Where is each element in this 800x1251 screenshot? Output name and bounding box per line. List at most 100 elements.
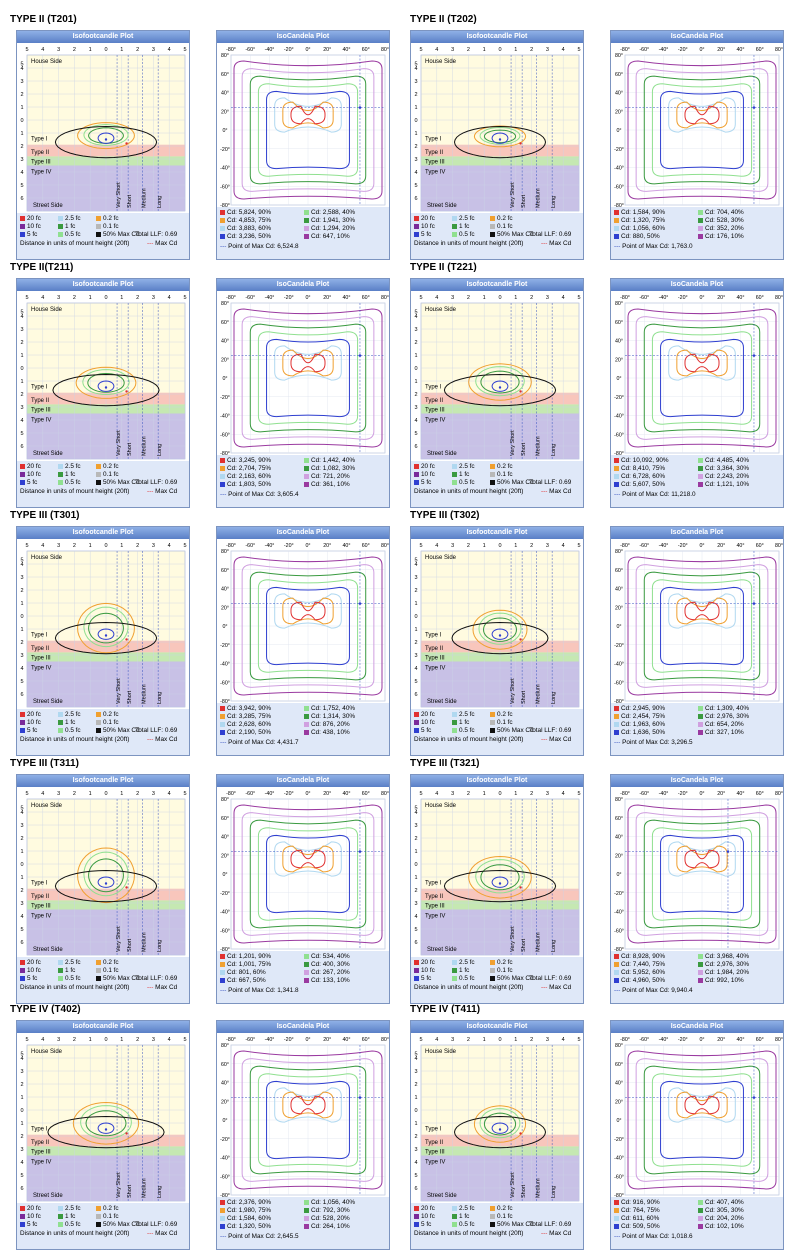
max-cd-dash: ---: [220, 739, 229, 746]
cd-legend-item: Cd: 204, 20%: [698, 1215, 744, 1222]
cd-y-tick: 60°: [221, 72, 229, 78]
iso-y-tick: 2: [20, 888, 23, 894]
street-side-label: Street Side: [427, 203, 457, 209]
iso-x-tick: 5: [183, 791, 186, 797]
iso-x-tick: 1: [514, 543, 517, 549]
max-cd-point: [125, 142, 128, 145]
legend-label: Cd: 3,942, 90%: [227, 705, 272, 712]
cd-legend-item: Cd: 2,588, 40%: [304, 209, 355, 216]
cd-legend-item: Cd: 721, 20%: [304, 473, 350, 480]
legend-swatch: [220, 465, 225, 471]
max-cd-dash: ---: [541, 736, 550, 743]
iso-y-tick: 1: [20, 1121, 23, 1127]
legend-swatch: [220, 721, 225, 727]
cd-x-tick: -20°: [678, 791, 688, 797]
cd-y-tick: 20°: [615, 605, 623, 611]
cd-y-tick: 80°: [615, 797, 623, 803]
zone-type-ii-label: Type II: [425, 150, 443, 156]
cd-legend-item: Cd: 267, 20%: [304, 969, 350, 976]
distance-label: Short: [521, 1184, 527, 1198]
legend-label: 1 fc: [459, 223, 470, 230]
iso-x-tick: 1: [483, 1037, 486, 1043]
legend-label: Cd: 4,960, 50%: [621, 977, 666, 984]
iso-legend-item: 5 fc: [414, 231, 431, 238]
total-llf: Total LLF: 0.69: [529, 231, 572, 238]
iso-y-tick: 5: [20, 558, 23, 564]
legend-swatch: [220, 1207, 225, 1213]
isocandela-plot: IsoCandela Plot -80° -60° -40° -20° 0° 20° 40° 6…: [610, 1020, 784, 1250]
legend-label: 1 fc: [65, 223, 76, 230]
iso-x-tick: 5: [577, 1037, 580, 1043]
contour-50: [266, 586, 350, 666]
iso-plot-title: Isofootcandle Plot: [17, 279, 189, 291]
iso-y-tick: 2: [20, 1082, 23, 1088]
iso-y-tick: 6: [20, 1186, 23, 1192]
legend-label: 0.2 fc: [497, 463, 513, 470]
cd-x-tick: -80°: [226, 1037, 236, 1043]
cd-x-tick: 80°: [381, 47, 389, 53]
iso-y-tick: 2: [414, 392, 417, 398]
iso-y-tick: 2: [20, 1134, 23, 1140]
legend-swatch: [96, 967, 101, 973]
iso-x-tick: 1: [120, 47, 123, 53]
contour-1fc: [88, 127, 124, 144]
contour-90: [684, 353, 720, 373]
distance-label: Short: [127, 442, 133, 456]
cd-x-tick: 40°: [342, 791, 350, 797]
legend-label: 0.2 fc: [103, 215, 119, 222]
distance-label: Long: [157, 940, 163, 952]
legend-label: Cd: 2,976, 30%: [705, 713, 750, 720]
cd-legend-item: Cd: 992, 10%: [698, 977, 744, 984]
isofootcandle-plot: Isofootcandle Plot 5 4 3 2 1 0 1 2 3 4 5 5 4 3 2 1 0 1 2 3 4 5…: [410, 774, 584, 1004]
contour-0-5fc: [82, 369, 130, 396]
legend-swatch: [304, 465, 309, 471]
legend-swatch: [414, 231, 419, 237]
iso-y-tick: 6: [414, 1186, 417, 1192]
cd-y-tick: -60°: [614, 1174, 624, 1180]
iso-y-tick: 2: [20, 836, 23, 842]
cd-x-tick: 20°: [717, 543, 725, 549]
distance-label: Medium: [535, 1178, 541, 1198]
max-cd-point: [358, 354, 362, 357]
contour-1fc: [88, 858, 124, 893]
cd-y-tick: -20°: [220, 1137, 230, 1143]
contour-10: [627, 308, 777, 448]
legend-label: Cd: 8,928, 90%: [621, 953, 666, 960]
legend-swatch: [452, 719, 457, 725]
total-llf: Total LLF: 0.69: [135, 479, 178, 486]
iso-y-tick: 1: [20, 131, 23, 137]
cd-x-tick: 20°: [323, 791, 331, 797]
contour-50-max-cd: [453, 1115, 547, 1149]
contour-0-2fc: [473, 1105, 527, 1143]
legend-label: Cd: 102, 10%: [705, 1223, 744, 1230]
legend-label: Cd: 3,968, 40%: [705, 953, 750, 960]
cd-legend-item: Cd: 2,704, 75%: [220, 465, 271, 472]
cd-y-tick: 20°: [221, 109, 229, 115]
iso-x-tick: 4: [41, 1037, 44, 1043]
iso-y-tick: 4: [20, 810, 23, 816]
contour-90: [290, 849, 326, 869]
cd-x-tick: -60°: [245, 543, 255, 549]
iso-x-tick: 5: [577, 47, 580, 53]
contour-30: [643, 323, 761, 433]
cd-y-tick: -60°: [614, 680, 624, 686]
legend-label: 0.2 fc: [103, 959, 119, 966]
iso-x-tick: 5: [419, 47, 422, 53]
legend-swatch: [20, 1205, 25, 1211]
max-cd-key: --- Max Cd: [147, 1230, 177, 1237]
zone-type-iii-label: Type III: [31, 160, 51, 166]
zone-type-i-label: Type I: [31, 385, 48, 391]
iso-plot-title: Isofootcandle Plot: [17, 31, 189, 43]
iso-legend-item: 2.5 fc: [452, 959, 475, 966]
house-side-label: House Side: [425, 555, 457, 561]
legend-label: Cd: 2,628, 60%: [227, 721, 272, 728]
iso-legend-item: 0.1 fc: [490, 471, 513, 478]
cd-x-tick: 60°: [756, 1037, 764, 1043]
legend-swatch: [698, 705, 703, 711]
legend-label: Cd: 509, 50%: [621, 1223, 660, 1230]
legend-label: Cd: 1,941, 30%: [311, 217, 356, 224]
contour-10: [233, 804, 383, 944]
legend-swatch: [220, 729, 225, 735]
cd-y-tick: 40°: [221, 1081, 229, 1087]
max-cd-label: Max Cd: [549, 736, 572, 743]
